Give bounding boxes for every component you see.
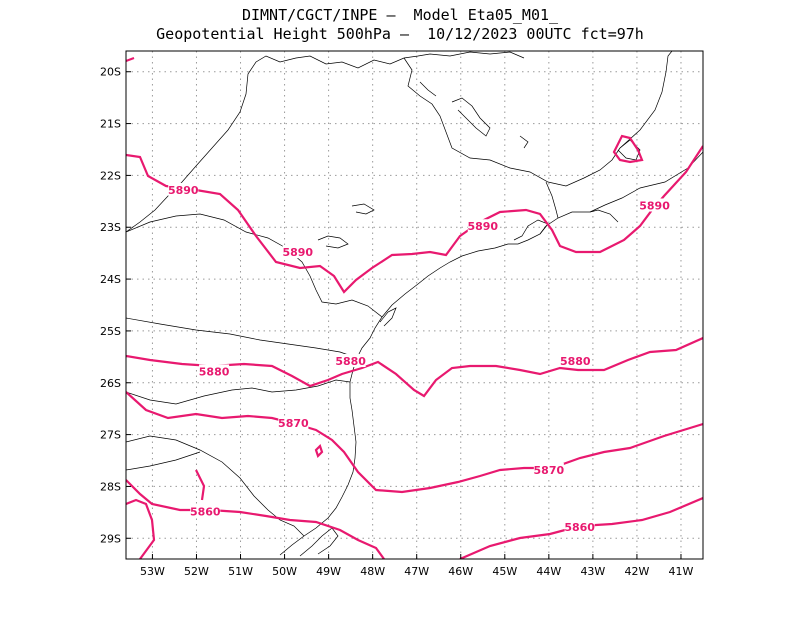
contour-label-background (564, 519, 595, 533)
lat-tick-label: 29S (100, 532, 121, 545)
axis-ticks: 53W 52W 51W 50W 49W 48W 47W 46W 45W 44W 43W 42W 41W 2… (100, 66, 694, 578)
lon-tick-label: 51W (228, 565, 253, 578)
state-border (126, 51, 525, 233)
lon-tick-label: 53W (140, 565, 165, 578)
coastline (279, 151, 703, 556)
contour-label-background (533, 462, 564, 476)
contour-label-background (639, 198, 670, 212)
contour-5870 (126, 391, 703, 494)
lat-tick-label: 27S (100, 429, 121, 442)
contour-5870-closed (314, 443, 324, 459)
contour-5860 (126, 479, 385, 559)
lon-tick-label: 49W (316, 565, 341, 578)
coastline-and-borders (126, 51, 703, 557)
lon-tick-label: 42W (624, 565, 649, 578)
lon-tick-label: 41W (669, 565, 694, 578)
contour-label: 5890 (639, 200, 670, 213)
lon-tick-label: 52W (184, 565, 209, 578)
lat-tick-label: 20S (100, 66, 121, 79)
contour-label-background (335, 354, 366, 368)
contour-label: 5880 (560, 355, 591, 368)
lon-tick-label: 45W (492, 565, 517, 578)
contour-label: 5890 (282, 246, 313, 259)
map-title-line-1: DIMNT/CGCT/INPE — Model Eta05_M01_ (241, 6, 559, 24)
contour-5890-c (126, 56, 135, 63)
contour-5890-b (612, 134, 644, 164)
lon-tick-label: 48W (360, 565, 385, 578)
contour-labels: 5890 5890 5890 5890 5880 5880 5880 5870 5870 5860… (168, 182, 670, 534)
lon-tick-label: 43W (580, 565, 605, 578)
contour-label: 5870 (534, 464, 565, 477)
contour-label-background (560, 354, 591, 368)
map-frame (125, 50, 704, 560)
lat-tick-label: 28S (100, 480, 121, 493)
contour-label-background (168, 182, 199, 196)
lon-tick-label: 50W (272, 565, 297, 578)
contour-label-background (282, 245, 313, 259)
graticule (126, 51, 703, 559)
lat-tick-label: 23S (100, 221, 121, 234)
lat-tick-label: 24S (100, 273, 121, 286)
lat-tick-label: 21S (100, 118, 121, 131)
contour-label: 5880 (199, 365, 230, 378)
lat-tick-label: 25S (100, 325, 121, 338)
contour-label-background (190, 504, 221, 518)
map-title-line-2: Geopotential Height 500hPa — 10/12/2023 … (156, 25, 644, 43)
lon-tick-label: 44W (536, 565, 561, 578)
lat-tick-label: 22S (100, 169, 121, 182)
contour-label: 5860 (190, 505, 221, 518)
contour-5890-d (286, 51, 288, 52)
contour-5880 (126, 336, 703, 398)
lat-tick-label: 26S (100, 377, 121, 390)
lon-tick-label: 46W (448, 565, 473, 578)
contour-label: 5880 (335, 355, 366, 368)
contour-label: 5860 (564, 521, 595, 534)
contour-label-background (199, 364, 230, 378)
contour-label: 5890 (168, 184, 199, 197)
contour-label-background (278, 416, 309, 430)
contour-label-background (467, 219, 498, 233)
contour-label: 5890 (467, 220, 498, 233)
lon-tick-label: 47W (404, 565, 429, 578)
height-contours (126, 51, 703, 559)
contour-5890-a (126, 145, 703, 294)
contour-5860-b (126, 498, 156, 559)
contour-5860-d (195, 469, 206, 501)
contour-label: 5870 (278, 417, 309, 430)
